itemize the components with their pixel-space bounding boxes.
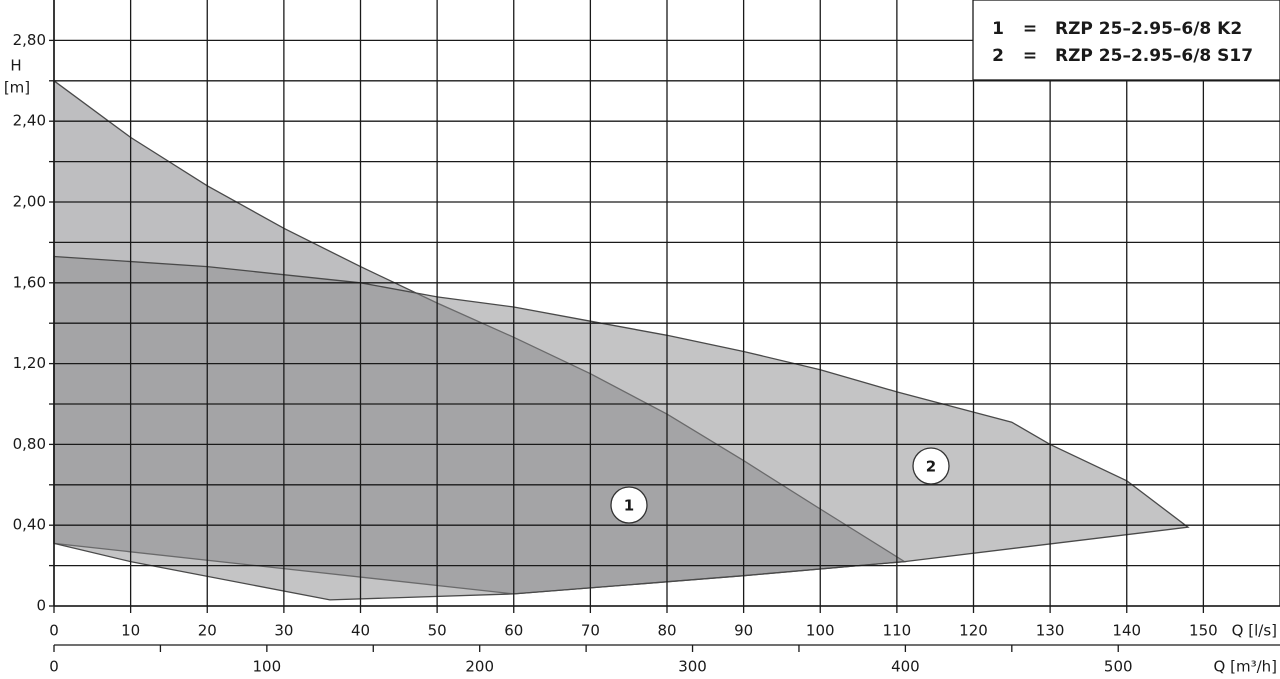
x2-tick-label: 400 — [891, 658, 920, 676]
x-tick-label: 10 — [121, 622, 140, 640]
x2-tick-label: 0 — [49, 658, 59, 676]
x-tick-label: 60 — [504, 622, 523, 640]
x-tick-label: 20 — [198, 622, 217, 640]
y-label-unit: [m] — [4, 79, 30, 97]
y-tick-label: 1,60 — [13, 273, 46, 291]
x-tick-label: 140 — [1112, 622, 1141, 640]
y-tick-label: 2,40 — [13, 112, 46, 130]
x2-tick-label: 500 — [1104, 658, 1133, 676]
y-tick-label: 0,40 — [13, 516, 46, 534]
x2-tick-label: 300 — [678, 658, 707, 676]
x-tick-label: 110 — [883, 622, 912, 640]
x-tick-label: 120 — [959, 622, 988, 640]
y-tick-label: 0 — [36, 597, 46, 615]
legend-label: RZP 25–2.95–6/8 S17 — [1055, 46, 1253, 66]
x-tick-label: 80 — [657, 622, 676, 640]
curve-badge-label: 2 — [926, 458, 936, 476]
y-tick-label: 2,00 — [13, 193, 46, 211]
x-tick-label: 50 — [428, 622, 447, 640]
x-tick-label: 100 — [806, 622, 835, 640]
x2-tick-label: 200 — [465, 658, 494, 676]
x-label: Q [l/s] — [1232, 622, 1277, 640]
curve-badge — [610, 486, 648, 524]
area — [53, 255, 1190, 601]
legend-separator: = — [1023, 46, 1037, 66]
y-tick-label: 2,80 — [13, 31, 46, 49]
x-tick-label: 30 — [274, 622, 293, 640]
legend-id: 1 — [992, 19, 1004, 39]
x-tick-label: 150 — [1189, 622, 1218, 640]
legend-id: 2 — [992, 46, 1004, 66]
x2-tick-label: 100 — [253, 658, 282, 676]
y-label: H — [10, 57, 21, 75]
legend-separator: = — [1023, 19, 1037, 39]
y-tick-label: 0,80 — [13, 435, 46, 453]
x-tick-label: 130 — [1036, 622, 1065, 640]
x-tick-label: 70 — [581, 622, 600, 640]
legend-box — [972, 0, 1280, 81]
x2-label: Q [m³/h] — [1214, 658, 1277, 676]
curve-badge — [912, 447, 950, 485]
legend-label: RZP 25–2.95–6/8 K2 — [1055, 19, 1242, 39]
y-tick-label: 1,20 — [13, 354, 46, 372]
x-tick-label: 90 — [734, 622, 753, 640]
curve-badge-label: 1 — [624, 497, 634, 515]
x-tick-label: 0 — [49, 622, 59, 640]
x-tick-label: 40 — [351, 622, 370, 640]
